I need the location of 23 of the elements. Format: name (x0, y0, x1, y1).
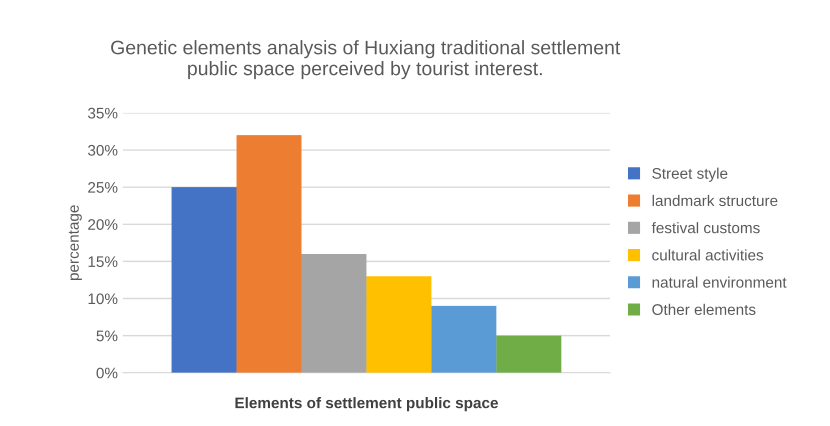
bar (236, 135, 302, 373)
bar (301, 254, 366, 373)
y-tick-label: 20% (88, 219, 118, 230)
y-tick-label: 35% (88, 108, 118, 119)
bar (172, 187, 237, 373)
bar (496, 336, 562, 373)
legend-label: cultural activities (652, 249, 764, 261)
legend-label: Street style (652, 168, 728, 182)
y-tick-label: 15% (88, 256, 118, 268)
legend-label: landmark structure (652, 194, 778, 206)
legend-label: natural environment (652, 276, 787, 288)
y-tick-label: 10% (88, 293, 118, 304)
chart-title: Genetic elements analysis of Huxiang traditional settlement public space perceived by tourist interest. (111, 40, 620, 80)
y-axis-title: percentage (68, 205, 82, 280)
legend-label: festival customs (652, 222, 760, 234)
x-axis-title: Elements of settlement public space (235, 397, 498, 412)
y-tick-label: 30% (88, 144, 118, 156)
bar (366, 276, 432, 373)
y-tick-label: 25% (88, 182, 118, 193)
bar (431, 306, 496, 373)
legend-label: Other elements (652, 304, 756, 315)
y-tick-label: 5% (96, 330, 118, 342)
y-tick-label: 0% (96, 368, 118, 378)
